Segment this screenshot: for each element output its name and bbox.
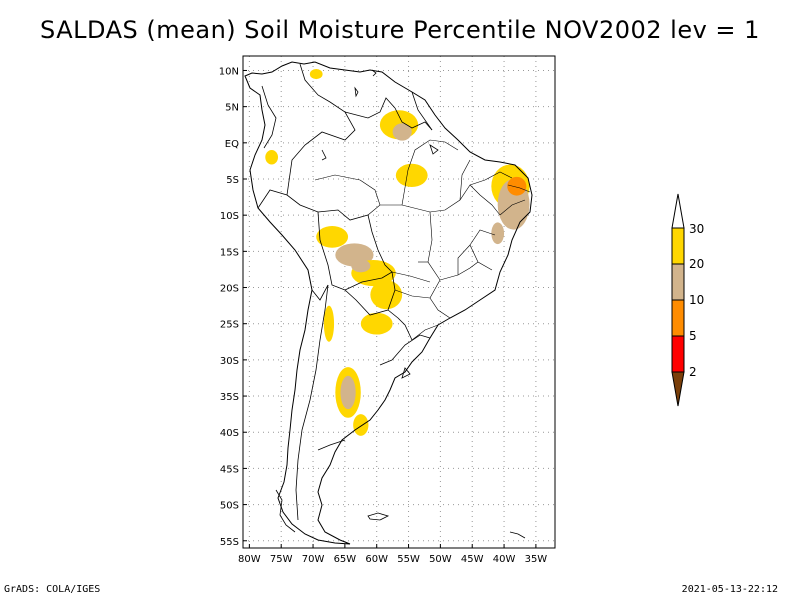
lon-label: 75W [270, 554, 293, 565]
color-legend: 2 5 10 20 30 [671, 193, 704, 407]
islands [275, 69, 526, 539]
lon-label: 60W [365, 554, 388, 565]
shading-patch-2 [265, 150, 279, 165]
lat-label: 10S [220, 211, 239, 222]
shading-patch-4 [395, 163, 428, 187]
lat-label: 5N [225, 103, 239, 114]
footer-credit: GrADS: COLA/IGES [4, 584, 101, 595]
legend-label-20: 20 [689, 257, 704, 271]
lat-label: 50S [220, 501, 239, 512]
lat-label: 55S [220, 537, 239, 548]
shading-patch-8 [491, 222, 505, 245]
shading-patch-1 [392, 123, 412, 141]
lon-label: 35W [525, 554, 548, 565]
footer-timestamp: 2021-05-13-22:12 [681, 584, 778, 595]
legend-swatch-5-10 [671, 299, 685, 337]
shading-patch-17 [340, 375, 356, 410]
continent-outline [244, 61, 533, 545]
state-borders [314, 139, 531, 341]
legend-label-10: 10 [689, 293, 704, 307]
lon-label: 70W [302, 554, 325, 565]
lon-label: 80W [238, 554, 261, 565]
legend-swatch-2-5 [671, 335, 685, 373]
lon-label: 40W [493, 554, 516, 565]
longitude-labels: 80W 75W 70W 65W 60W 55W 50W 45W 40W 35W [238, 554, 547, 565]
lat-label: 5S [226, 175, 239, 186]
lon-label: 55W [397, 554, 420, 565]
legend-swatch-above-30 [671, 193, 685, 229]
map-title: SALDAS (mean) Soil Moisture Percentile N… [40, 16, 760, 44]
lat-label: EQ [225, 139, 239, 150]
coastline-and-borders [244, 61, 533, 545]
shading-patch-14 [360, 312, 393, 335]
lat-label: 35S [220, 392, 239, 403]
legend-swatch-below-2 [671, 371, 685, 407]
lat-label: 25S [220, 320, 239, 331]
legend-swatch-20-30 [671, 227, 685, 265]
lat-label: 10N [219, 66, 239, 77]
legend-swatch-10-20 [671, 263, 685, 301]
legend-label-2: 2 [689, 365, 697, 379]
lat-label: 30S [220, 356, 239, 367]
shading-patch-15 [323, 305, 335, 342]
shading-patch-3 [309, 69, 323, 80]
lon-label: 65W [334, 554, 357, 565]
lat-label: 15S [220, 247, 239, 258]
shading-patch-18 [353, 414, 369, 436]
shading-patch-12 [351, 259, 371, 273]
lat-label: 20S [220, 284, 239, 295]
lon-label: 45W [461, 554, 484, 565]
lat-label: 40S [220, 428, 239, 439]
shading-patch-9 [316, 226, 349, 248]
lat-label: 45S [220, 464, 239, 475]
latitude-labels: 10N 5N EQ 5S 10S 15S 20S 25S 30S 35S 40S 45S 50S 55S [219, 66, 239, 547]
shading-patch-7 [507, 176, 527, 196]
map-frame [242, 55, 556, 549]
shading-patch-13 [370, 280, 403, 310]
legend-label-5: 5 [689, 329, 697, 343]
legend-label-30: 30 [689, 222, 704, 236]
lon-label: 50W [429, 554, 452, 565]
soil-moisture-shading [265, 69, 530, 436]
